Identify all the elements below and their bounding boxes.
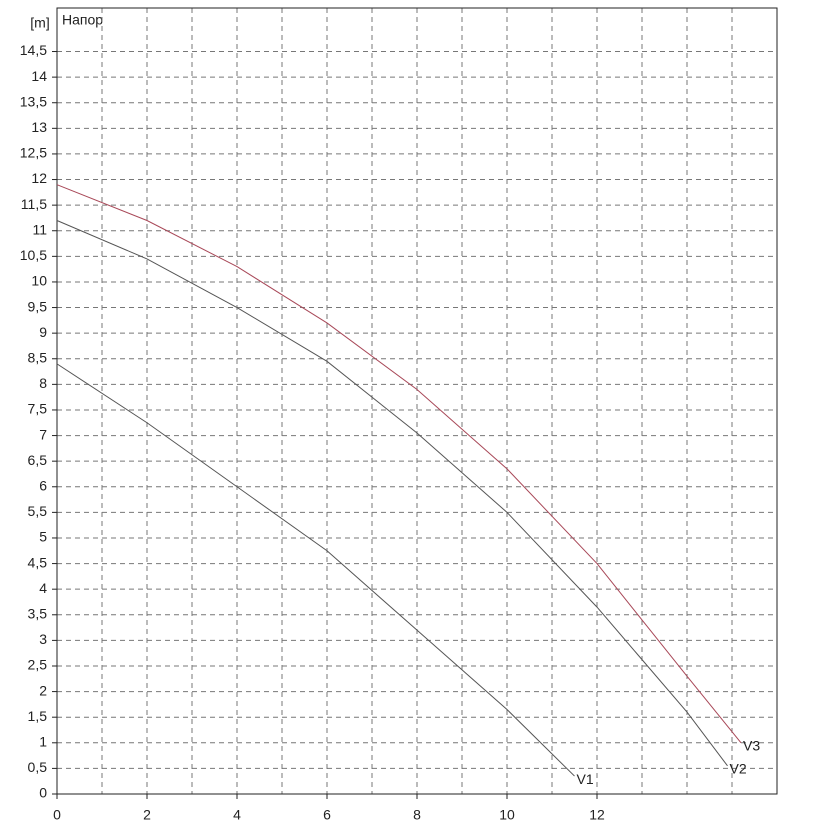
y-tick-label: 9,5 [28,298,48,314]
y-tick-label: 3 [39,631,47,647]
y-tick-label: 7,5 [28,401,48,417]
y-tick-label: 12 [31,170,47,186]
y-tick-label: 10,5 [20,247,47,263]
y-unit: [m] [30,15,49,31]
y-tick-label: 1,5 [28,708,48,724]
y-tick-label: 5 [39,529,47,545]
line [56,363,575,777]
y-tick-label: 10 [31,273,47,289]
y-tick-label: 6 [39,477,47,493]
y-tick-label: 5,5 [28,503,48,519]
y-tick-label: 8 [39,375,47,391]
plot-frame [56,7,778,795]
y-tick-label: 14 [31,68,47,84]
y-tick-label: 11,5 [21,196,47,212]
chart-title: Напор [62,12,103,28]
line [56,184,742,744]
y-tick-label: 1 [39,733,47,749]
series-label: V2 [730,761,747,777]
x-tick-label: 8 [413,807,421,823]
y-tick-label: 6,5 [28,452,48,468]
y-tick-label: 2,5 [28,657,48,673]
x-tick-label: 12 [589,807,605,823]
y-tick-label: 2 [39,682,47,698]
y-tick-label: 7 [39,426,47,442]
y-tick-label: 0,5 [28,759,48,775]
y-tick-label: 8,5 [28,349,48,365]
y-tick-label: 14,5 [20,42,47,58]
x-tick-label: 2 [143,807,151,823]
x-tick-label: 10 [499,807,515,823]
series-label: V1 [577,771,594,787]
y-tick-label: 9 [39,324,47,340]
y-tick-label: 4 [39,580,47,596]
x-tick-label: 4 [233,807,241,823]
x-tick-label: 0 [53,807,61,823]
y-tick-label: 11 [32,221,47,237]
y-tick-label: 0 [39,785,47,801]
line [56,220,728,767]
y-tick-label: 13,5 [20,93,47,109]
x-tick-label: 6 [323,807,331,823]
y-tick-label: 12,5 [20,145,47,161]
y-tick-label: 13 [31,119,47,135]
y-tick-label: 3,5 [28,605,48,621]
y-tick-label: 4,5 [28,554,48,570]
series-label: V3 [743,737,760,753]
